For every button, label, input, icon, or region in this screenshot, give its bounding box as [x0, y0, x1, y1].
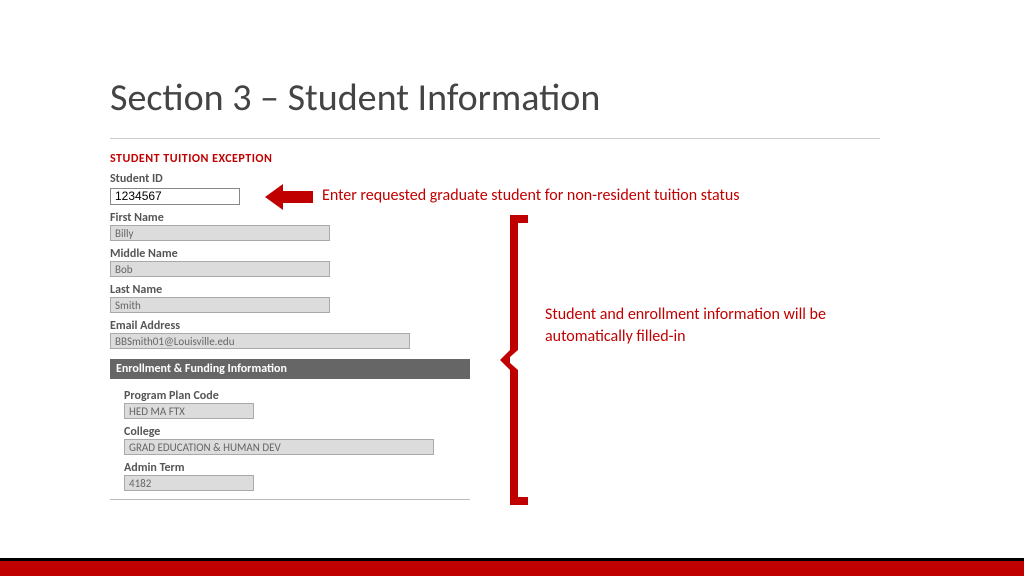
form-header: STUDENT TUITION EXCEPTION [110, 152, 490, 166]
title-divider [110, 138, 880, 139]
email-label: Email Address [110, 319, 490, 333]
bracket-icon [500, 215, 528, 510]
last-name-label: Last Name [110, 283, 490, 297]
program-field: HED MA FTX [124, 403, 254, 419]
student-id-input[interactable] [110, 188, 240, 205]
college-field: GRAD EDUCATION & HUMAN DEV [124, 439, 434, 455]
admin-term-field: 4182 [124, 475, 254, 491]
last-name-field: Smith [110, 297, 330, 313]
first-name-field: Billy [110, 225, 330, 241]
arrow-left-icon [265, 184, 313, 215]
middle-name-label: Middle Name [110, 247, 490, 261]
middle-name-field: Bob [110, 261, 330, 277]
college-label: College [124, 425, 470, 439]
admin-term-label: Admin Term [124, 461, 470, 475]
email-field: BBSmith01@Louisville.edu [110, 333, 410, 349]
page-title: Section 3 – Student Information [110, 75, 600, 121]
callout-instruction-1: Enter requested graduate student for non… [322, 186, 740, 205]
callout-instruction-2: Student and enrollment information will … [545, 304, 855, 347]
enrollment-section-bar: Enrollment & Funding Information [110, 359, 470, 379]
enrollment-fields: Program Plan Code HED MA FTX College GRA… [110, 379, 470, 500]
program-label: Program Plan Code [124, 389, 470, 403]
footer-bar [0, 558, 1024, 576]
